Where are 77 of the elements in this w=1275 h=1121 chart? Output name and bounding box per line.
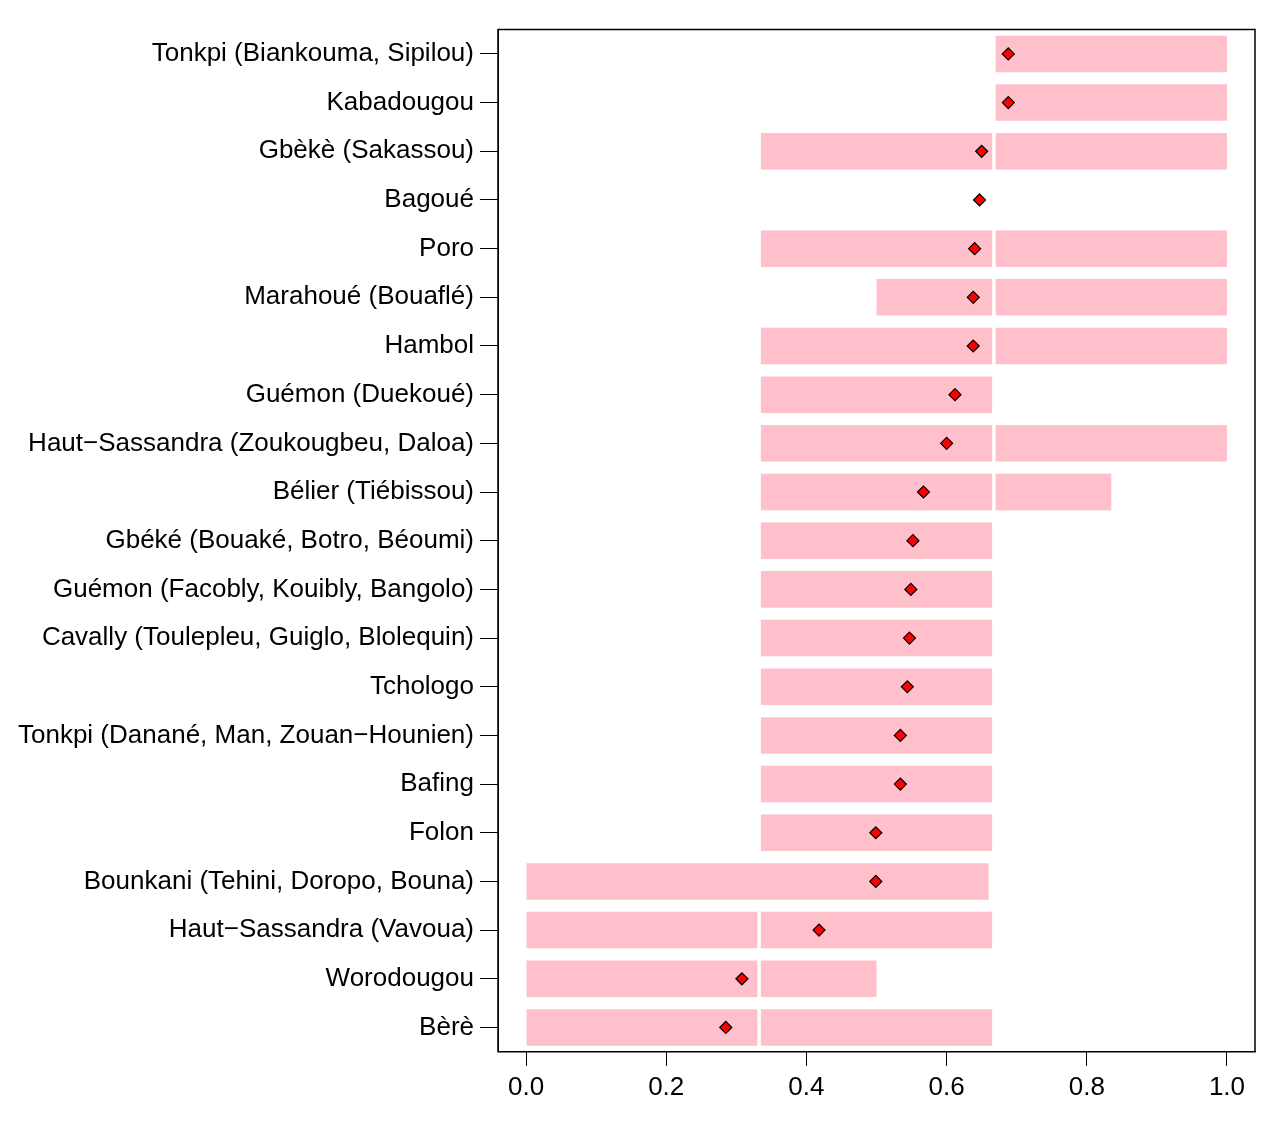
bar (995, 230, 1227, 267)
point (719, 1020, 733, 1035)
y-tick-label: Tchologo (369, 669, 474, 700)
point (735, 972, 749, 986)
y-tick-label: Hambol (384, 329, 474, 360)
y-tick-label: Marahoué (Bouaflé) (244, 280, 474, 311)
x-tick-label: 0.0 (507, 1070, 545, 1101)
bar (995, 425, 1227, 462)
point (916, 485, 931, 499)
x-tick-label: 1.0 (1208, 1070, 1246, 1101)
bar (526, 863, 989, 900)
y-tick-label: Tonkpi (Biankouma, Sipilou) (151, 37, 474, 68)
y-tick-label: Guémon (Duekoué) (245, 377, 474, 408)
y-tick-label: Guémon (Facobly, Kouibly, Bangolo) (52, 572, 474, 603)
point (939, 436, 954, 450)
y-tick-label: Kabadougou (326, 85, 474, 116)
point (904, 582, 918, 596)
bar (760, 571, 993, 608)
point (968, 242, 982, 256)
bar (760, 327, 993, 365)
x-tick-label: 0.8 (1068, 1070, 1105, 1101)
y-tick-label: Cavally (Toulepleu, Guiglo, Blolequin) (41, 621, 474, 652)
point (900, 680, 914, 694)
y-tick-label: Gbèkè (Sakassou) (258, 134, 474, 165)
bar (760, 1009, 993, 1046)
point (966, 290, 980, 304)
bar (995, 84, 1227, 121)
point (869, 826, 883, 840)
x-tick-label: 0.4 (788, 1070, 825, 1101)
bar (760, 425, 993, 462)
point (1001, 96, 1015, 110)
y-tick-label: Bèrè (419, 1010, 474, 1041)
point (902, 631, 917, 645)
point (975, 144, 989, 158)
point (869, 874, 883, 889)
y-tick-label: Bounkani (Tehini, Doropo, Bouna) (83, 864, 474, 895)
bar (760, 814, 993, 852)
y-tick-label: Haut−Sassandra (Vavoua) (168, 913, 474, 944)
bar (526, 960, 758, 998)
y-tick-label: Tonkpi (Danané, Man, Zouan−Hounien) (17, 718, 474, 749)
bar (995, 473, 1112, 511)
bar (760, 668, 993, 705)
point (972, 193, 987, 207)
bar (995, 279, 1227, 316)
bar (760, 960, 877, 998)
bar (760, 911, 993, 949)
point (1001, 47, 1015, 61)
point (906, 534, 920, 548)
point (893, 728, 907, 743)
x-tick-label: 0.2 (648, 1070, 685, 1101)
point (893, 777, 907, 791)
point (812, 923, 826, 937)
y-tick-label: Bagoué (384, 183, 474, 214)
y-tick-label: Folon (408, 815, 474, 846)
y-tick-label: Worodougou (325, 961, 474, 992)
bar (760, 619, 993, 657)
bar (760, 522, 993, 559)
bar (995, 133, 1227, 170)
bar (760, 376, 993, 413)
y-tick-label: Poro (419, 231, 474, 262)
bar (760, 765, 993, 803)
y-tick-label: Haut−Sassandra (Zoukougbeu, Daloa) (28, 426, 474, 457)
bar (995, 35, 1227, 73)
bar (876, 279, 993, 316)
bar (760, 230, 993, 267)
point (948, 388, 962, 402)
bar (760, 717, 993, 754)
bar (995, 327, 1227, 365)
y-tick-label: Bélier (Tiébissou) (272, 475, 474, 506)
point (966, 339, 980, 353)
x-tick-label: 0.6 (928, 1070, 965, 1101)
bar (760, 473, 993, 511)
bar (760, 133, 993, 170)
y-tick-label: Bafing (400, 767, 474, 798)
y-tick-label: Gbéké (Bouaké, Botro, Béoumi) (105, 523, 474, 554)
bar (526, 911, 758, 949)
bar (526, 1009, 758, 1046)
